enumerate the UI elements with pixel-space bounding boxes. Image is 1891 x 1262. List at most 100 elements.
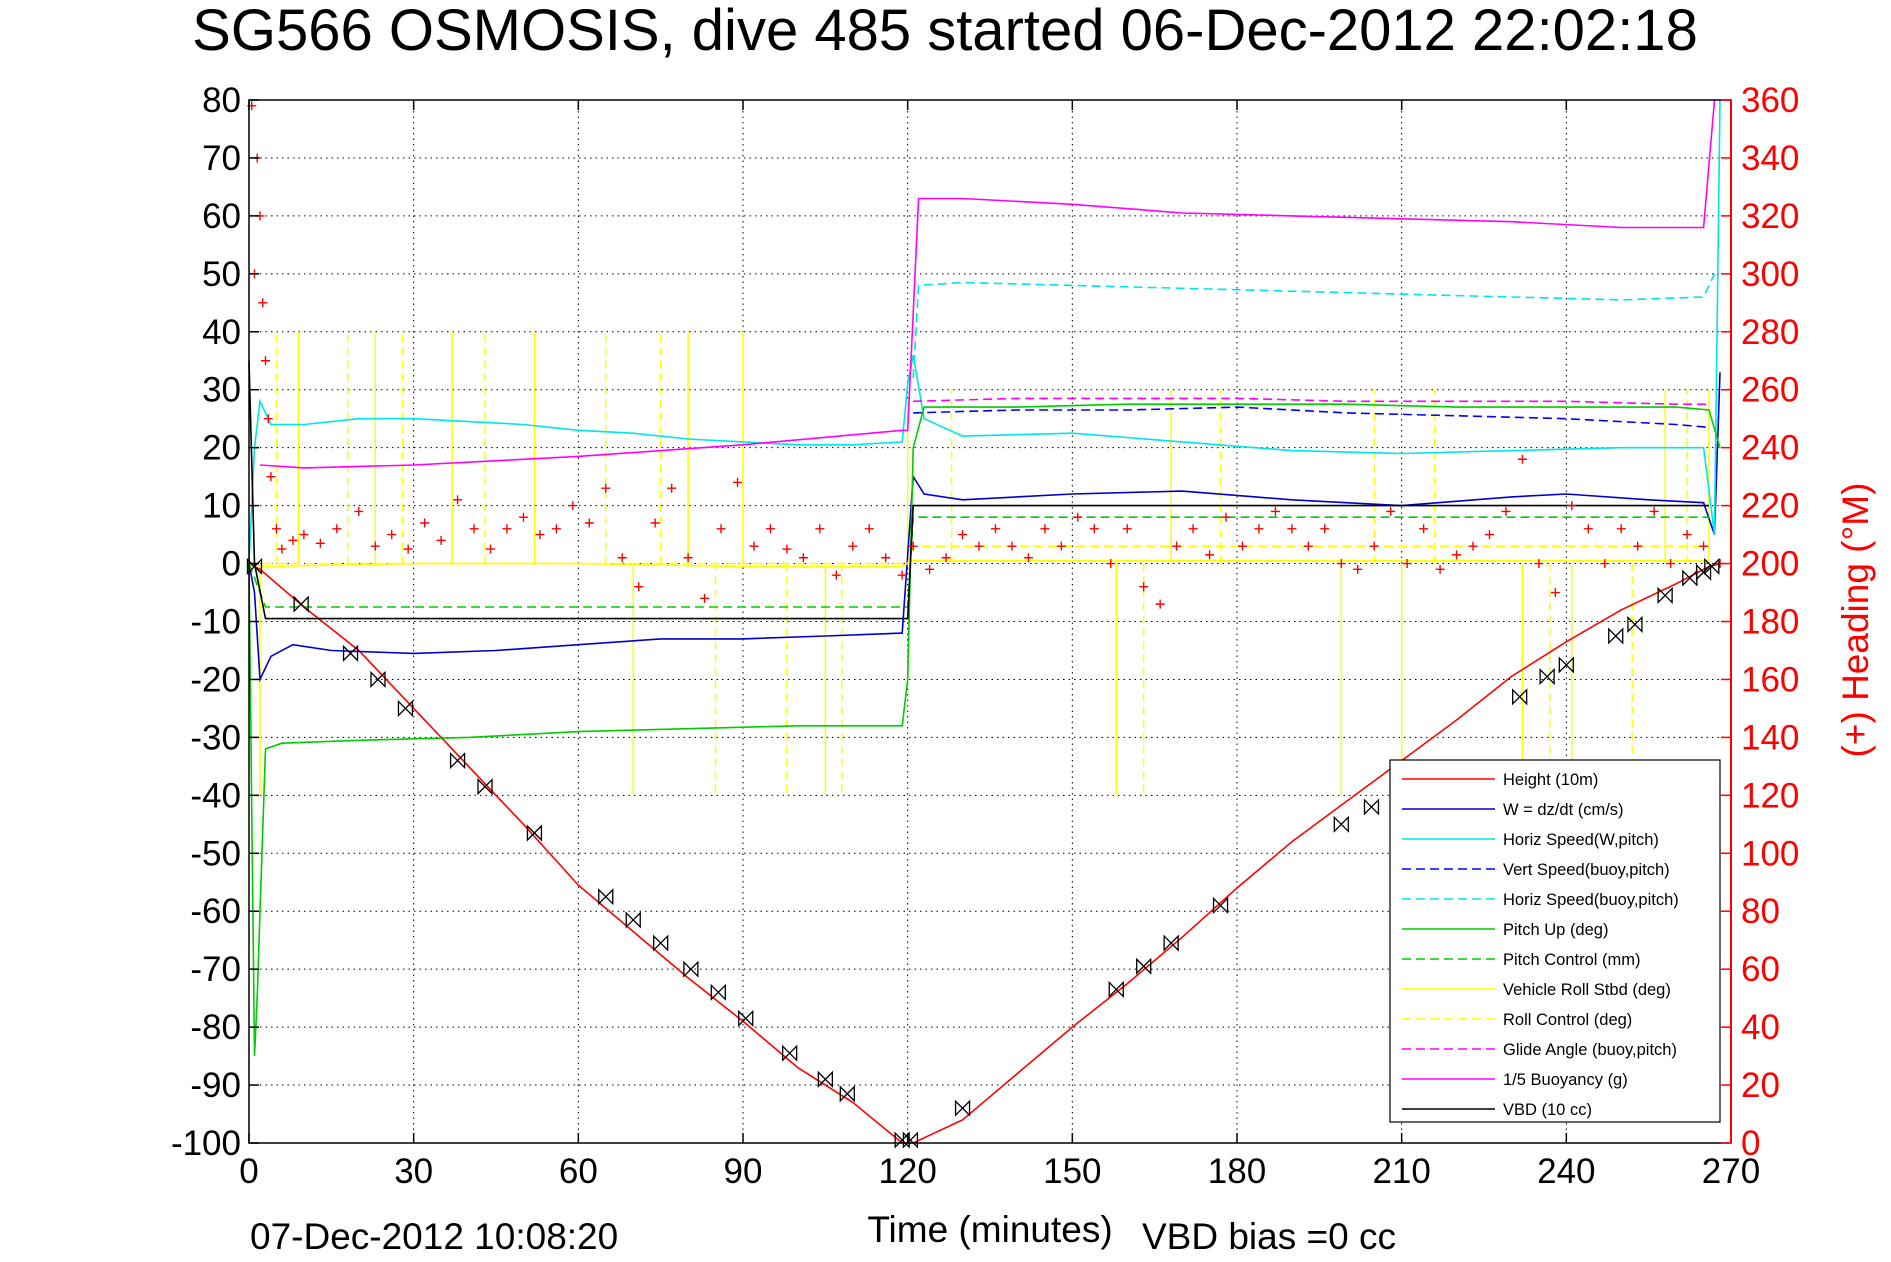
depth-marker [477,778,493,796]
depth-marker [1108,980,1124,999]
heading-point [831,570,841,580]
y-axis-left: 80 70 60 50 40 30 20 10 0 -10 -20 -30 -40 -50 -60 -70 -8… [171,81,259,1163]
heading-point [765,524,775,534]
heading-point [782,544,792,554]
heading-point [1369,541,1379,551]
depth-marker [1512,688,1528,706]
legend-entry: Roll Control (deg) [1503,1011,1632,1029]
series-line-5 [248,403,1721,1057]
y-axis-right: 3603403203002802602402202001801601401201… [1721,81,1799,1163]
depth-marker [817,1070,833,1088]
y2-tick-label: 240 [1741,429,1799,468]
x-tick-label: 0 [239,1152,258,1191]
chart-title: SG566 OSMOSIS, dive 485 started 06-Dec-2… [192,0,1698,63]
y2-axis-label: (+) Heading (°M) [1835,483,1876,758]
y2-tick-label: 220 [1741,487,1799,526]
y2-tick-label: 340 [1741,139,1799,178]
y2-tick-label: 20 [1741,1066,1780,1105]
depth-marker [1363,798,1380,816]
series-line-6 [248,516,1709,608]
series-line-10 [259,99,1716,469]
heading-point [990,524,1000,534]
footer-vbd-bias: VBD bias =0 cc [1142,1216,1396,1257]
depth-marker [710,983,726,1001]
y-tick-label: -10 [190,603,241,642]
heading-point [1023,553,1033,563]
heading-point [271,524,281,534]
y2-tick-label: 40 [1741,1008,1780,1047]
y2-tick-label: 360 [1741,81,1799,120]
heading-point [1254,524,1264,534]
depth-marker [1136,957,1152,975]
depth-marker [1558,656,1574,674]
heading-point [1056,541,1066,551]
heading-point [288,535,298,545]
heading-point [1699,541,1709,551]
heading-point [266,472,276,482]
heading-point [1172,541,1182,551]
heading-point [1666,559,1676,569]
heading-point [1320,524,1330,534]
heading-point [1468,541,1478,551]
depth-marker [1704,557,1720,576]
x-tick-label: 150 [1043,1152,1101,1191]
heading-point [667,483,677,493]
heading-point [1155,599,1165,609]
heading-point [568,501,578,511]
x-tick-label: 270 [1702,1152,1760,1191]
heading-point [1237,541,1247,551]
footer-timestamp: 07-Dec-2012 10:08:20 [250,1216,618,1257]
depth-marker [1682,569,1698,587]
heading-point [1484,530,1494,540]
legend-entry: Pitch Up (deg) [1503,921,1608,939]
heading-point [1139,582,1149,592]
depth-marker [1657,586,1673,604]
heading-point [436,535,446,545]
x-tick-label: 90 [724,1152,763,1191]
legend-box [1389,759,1721,1123]
y2-tick-label: 140 [1741,718,1799,757]
y2-tick-label: 80 [1741,892,1780,931]
depth-marker [526,824,543,842]
heading-point [1303,541,1313,551]
series-line-4 [912,273,1716,379]
heading-point [332,524,342,534]
depth-marker [342,644,359,662]
heading-point [1205,550,1215,560]
heading-point [617,553,627,563]
legend-entry: Vert Speed(buoy,pitch) [1503,861,1670,879]
depth-marker [653,934,669,952]
heading-point [263,414,273,424]
heading-point [908,541,918,551]
depth-marker [1333,815,1349,833]
y2-tick-label: 60 [1741,950,1780,989]
heading-markers [247,101,1725,609]
heading-point [260,356,270,366]
depth-marker [954,1099,971,1117]
heading-point [1682,530,1692,540]
y-tick-label: -20 [190,660,241,699]
y2-tick-label: 100 [1741,834,1799,873]
x-tick-label: 240 [1537,1152,1595,1191]
depth-marker [738,1009,754,1027]
heading-point [815,524,825,534]
heading-point [453,495,463,505]
y-tick-label: 30 [202,371,241,410]
legend-entry: 1/5 Buoyancy (g) [1503,1071,1628,1089]
heading-point [1270,506,1280,516]
heading-point [1633,541,1643,551]
depth-marker [1608,627,1624,645]
heading-point [925,564,935,574]
depth-marker [782,1044,798,1062]
y2-tick-label: 280 [1741,313,1799,352]
heading-point [700,593,710,603]
heading-point [584,518,594,528]
heading-point [798,553,808,563]
heading-point [518,512,528,522]
heading-point [1089,524,1099,534]
y-tick-label: 60 [202,197,241,236]
y-tick-label: 80 [202,81,241,120]
depth-marker [1163,934,1179,952]
series-line-0 [248,562,1721,1144]
depth-marker [293,595,309,613]
